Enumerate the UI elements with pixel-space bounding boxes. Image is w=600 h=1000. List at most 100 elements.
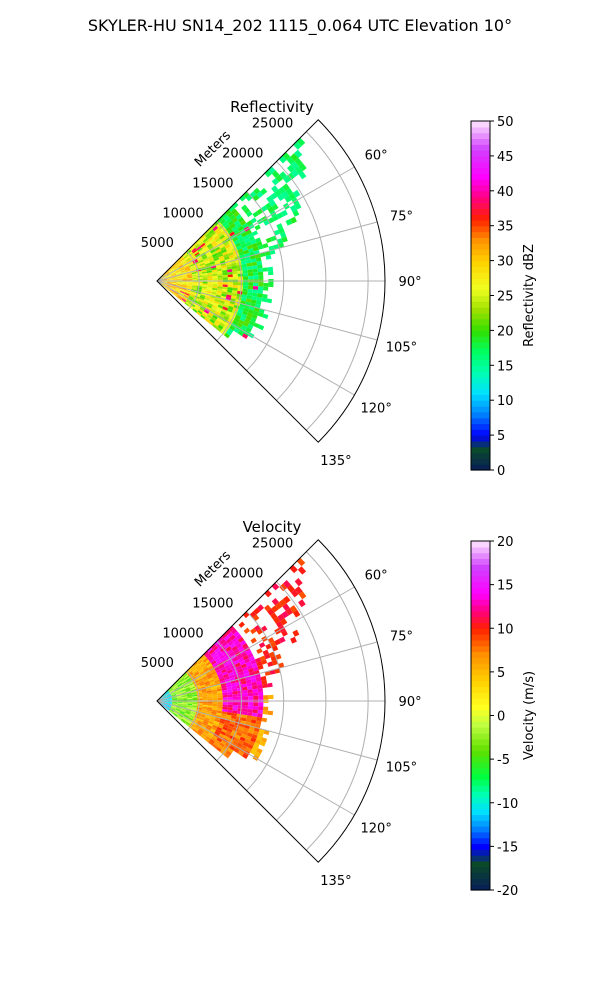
field-cell [182, 282, 188, 284]
field-cell [216, 251, 223, 256]
field-cell [196, 245, 202, 251]
field-cell [201, 288, 208, 291]
field-cell [187, 251, 193, 256]
field-cell [227, 220, 234, 227]
field-cell [214, 730, 221, 736]
field-cell [243, 207, 251, 214]
field-cell [264, 653, 271, 660]
colorbar-swatch [471, 791, 490, 798]
colorbar-swatch [471, 295, 490, 302]
field-cell [215, 308, 222, 314]
field-cell [177, 282, 183, 285]
field-cell [204, 715, 211, 720]
field-cell [186, 677, 191, 682]
field-cell [232, 290, 238, 294]
field-cell [215, 728, 222, 734]
field-cell [181, 274, 187, 277]
field-cell [196, 238, 202, 243]
field-cell [202, 657, 209, 663]
field-cell [186, 258, 192, 263]
field-cell [242, 310, 249, 316]
azimuth-tick-label: 120° [361, 402, 392, 417]
field-cell [241, 753, 249, 759]
colorbar-swatch [471, 400, 490, 407]
field-cell [193, 681, 199, 686]
figure-title: SKYLER-HU SN14_202 1115_0.064 UTC Elevat… [88, 16, 512, 36]
field-cell [254, 224, 261, 231]
field-cell [214, 679, 220, 684]
colorbar-swatch [471, 837, 490, 845]
field-cell [227, 648, 234, 655]
field-cell [205, 712, 212, 716]
field-cell [262, 313, 269, 319]
field-cell [196, 676, 203, 681]
colorbar-swatch [471, 884, 490, 891]
colorbar-swatch [471, 674, 490, 682]
field-cell [193, 260, 199, 264]
field-cell [230, 312, 237, 318]
field-cell [168, 688, 174, 692]
field-cell [192, 241, 198, 247]
field-cell [231, 715, 237, 720]
field-cell [200, 734, 206, 740]
field-cell [186, 273, 192, 276]
colorbar-swatch [471, 651, 490, 658]
field-cell [182, 698, 188, 700]
field-cell [217, 288, 223, 292]
field-cell [232, 268, 238, 272]
field-cell [172, 282, 178, 285]
field-cell [190, 676, 197, 681]
field-cell [246, 715, 253, 720]
field-cell [192, 308, 198, 313]
field-cell [268, 270, 274, 276]
field-cell [232, 696, 239, 700]
field-cell [247, 692, 254, 697]
field-cell [223, 332, 230, 339]
field-cell [219, 664, 225, 669]
field-cell [275, 620, 283, 628]
field-cell [243, 727, 250, 733]
colorbar-swatch [471, 342, 490, 349]
field-cell [190, 303, 196, 308]
field-cell [251, 313, 258, 320]
colorbar-swatch [471, 639, 490, 647]
azimuth-tick-label: 90° [399, 695, 422, 710]
field-cell [194, 305, 200, 311]
field-cell [245, 661, 252, 667]
field-cell [166, 704, 172, 707]
field-cell [246, 312, 253, 318]
colorbar-swatch [471, 831, 490, 839]
field-cell [177, 703, 183, 705]
field-cell [202, 286, 208, 289]
colorbar-swatch [471, 575, 490, 583]
field-cell [196, 731, 202, 737]
field-cell [162, 279, 168, 281]
colorbar-swatch [471, 785, 490, 792]
azimuth-tick-label: 60° [365, 568, 388, 583]
field-cell [185, 689, 191, 693]
field-cell [190, 301, 197, 306]
field-cell [226, 292, 233, 296]
field-cell [207, 696, 213, 699]
field-cell [179, 290, 185, 294]
field-cell [201, 724, 207, 729]
field-cell [231, 637, 238, 644]
field-cell [251, 261, 258, 266]
field-cell [181, 718, 187, 723]
field-cell [242, 693, 249, 697]
field-cell [206, 243, 213, 248]
field-cell [244, 318, 251, 324]
field-cell [173, 267, 179, 271]
colorbar-swatch [471, 732, 490, 740]
field-cell [195, 664, 201, 670]
field-cell [178, 294, 184, 298]
field-cell [166, 278, 173, 280]
field-cell [176, 704, 183, 706]
field-cell [219, 300, 225, 305]
field-cell [215, 237, 221, 243]
field-cell [188, 717, 194, 721]
field-cell [216, 642, 223, 648]
field-cell [175, 680, 180, 685]
field-cell [216, 306, 223, 311]
field-cell [192, 661, 198, 667]
